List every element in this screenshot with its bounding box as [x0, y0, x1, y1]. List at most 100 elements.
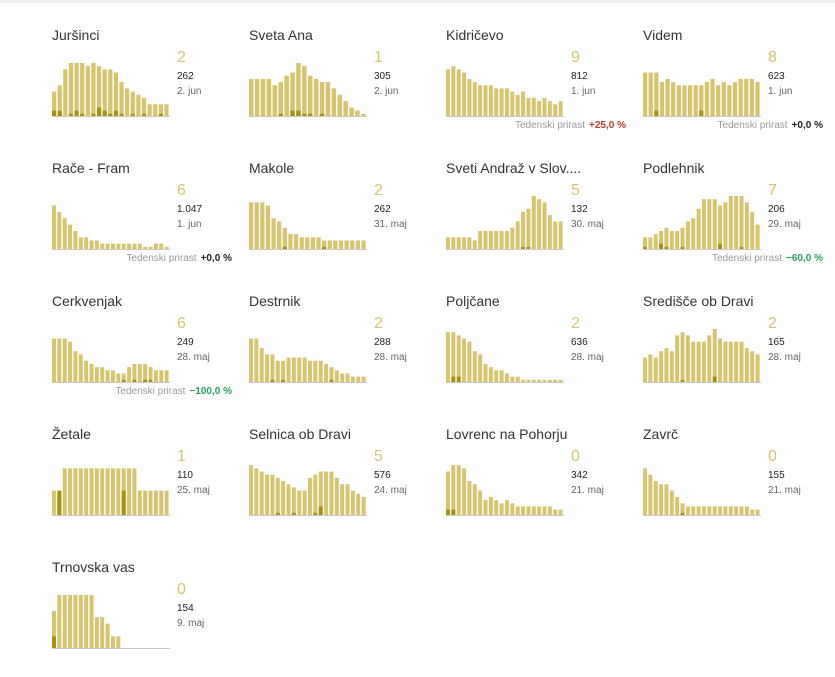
municipality-card-sveta-ana[interactable]: Sveta Ana 1 305 2. jun	[249, 20, 429, 145]
municipality-card-sredisce-ob-dravi[interactable]: Središče ob Dravi 2 165 28. maj	[643, 286, 823, 411]
bar	[159, 490, 164, 516]
bar	[648, 237, 653, 250]
municipality-card-poljcane[interactable]: Poljčane 2 636 28. maj	[446, 286, 626, 411]
municipality-name: Juršinci	[52, 27, 100, 43]
bar	[451, 465, 456, 516]
recent-cases: 9	[571, 49, 580, 66]
municipality-card-makole[interactable]: Makole 2 262 31. maj	[249, 153, 429, 278]
bar-highlight	[643, 246, 647, 250]
bar-highlight	[158, 113, 163, 117]
bar	[286, 484, 291, 516]
bar	[499, 88, 504, 117]
bar-highlight	[680, 379, 685, 383]
municipality-card-zavrc[interactable]: Zavrč 0 155 21. maj	[643, 419, 823, 544]
bar	[515, 506, 520, 516]
municipality-card-videm[interactable]: Videm 8 623 1. jun Tedenski prirast +0,0 %	[643, 20, 823, 145]
bar	[308, 75, 313, 117]
bar	[281, 481, 286, 516]
bar	[676, 85, 681, 117]
bar	[659, 82, 665, 117]
bar-highlight	[322, 246, 327, 250]
bar	[446, 69, 450, 117]
bar-chart	[52, 460, 172, 516]
bar-chart	[446, 327, 566, 383]
bar	[302, 66, 307, 117]
bar	[478, 230, 483, 250]
bar	[478, 490, 483, 516]
municipality-card-cerkvenjak[interactable]: Cerkvenjak 6 249 28. maj Tedenski prirast −10…	[52, 286, 232, 411]
bar	[505, 230, 509, 250]
bar	[707, 335, 712, 383]
municipality-card-zetale[interactable]: Žetale 1 110 25. maj	[52, 419, 232, 544]
bar-chart-svg	[52, 468, 170, 516]
bar	[542, 506, 547, 516]
bar	[313, 360, 318, 383]
bar	[483, 363, 488, 383]
recent-cases: 5	[374, 448, 383, 465]
bar-chart	[52, 61, 172, 117]
bar-highlight	[318, 506, 323, 516]
bar	[158, 104, 163, 117]
bar	[696, 208, 701, 250]
recent-cases: 0	[177, 581, 186, 598]
top-border	[0, 0, 835, 3]
weekly-growth-label: Tedenski prirast	[514, 120, 586, 131]
bar	[680, 503, 685, 516]
bar	[691, 506, 696, 516]
bar-highlight	[313, 512, 318, 516]
bar	[526, 506, 531, 516]
municipality-card-selnica-ob-dravi[interactable]: Selnica ob Dravi 5 576 24. maj	[249, 419, 429, 544]
bar-highlight	[699, 110, 704, 117]
municipality-card-kidricevo[interactable]: Kidričevo 9 812 1. jun Tedenski prirast +25,0…	[446, 20, 626, 145]
bar	[254, 338, 259, 383]
bar	[653, 357, 658, 383]
bar	[265, 354, 270, 383]
municipality-card-jursinci[interactable]: Juršinci 2 262 2. jun	[52, 20, 232, 145]
bar-highlight	[113, 110, 119, 117]
total-cases: 262	[177, 71, 194, 82]
bar-highlight	[664, 246, 669, 250]
bar	[451, 332, 456, 383]
bar	[665, 78, 670, 117]
bar	[345, 373, 350, 383]
bar-chart	[643, 460, 763, 516]
bar	[478, 85, 483, 117]
bar-highlight	[456, 376, 461, 383]
bar	[297, 490, 302, 516]
bar	[696, 506, 701, 516]
bar	[472, 82, 477, 117]
municipality-card-lovrenc-na-pohorju[interactable]: Lovrenc na Pohorju 0 342 21. maj	[446, 419, 626, 544]
bar	[755, 224, 760, 250]
bar	[739, 196, 744, 250]
bar-chart	[52, 327, 172, 383]
bar	[286, 357, 291, 383]
bar	[94, 617, 99, 649]
municipality-card-destrnik[interactable]: Destrnik 2 288 28. maj	[249, 286, 429, 411]
total-cases: 206	[768, 204, 785, 215]
bar	[462, 237, 467, 250]
bar-chart-svg	[249, 465, 367, 516]
bar-chart-svg	[446, 332, 564, 383]
bar	[296, 63, 301, 117]
bar	[467, 237, 472, 250]
weekly-growth-value: +0,0 %	[791, 120, 823, 131]
bar	[52, 610, 56, 649]
municipality-card-podlehnik[interactable]: Podlehnik 7 206 29. maj Tedenski prirast −60,…	[643, 153, 823, 278]
bar	[105, 623, 110, 649]
bar	[547, 506, 552, 516]
bar	[505, 88, 509, 117]
bar	[721, 82, 726, 117]
bar	[331, 88, 337, 117]
bar	[143, 363, 148, 383]
bar	[334, 477, 339, 516]
bar	[723, 202, 728, 250]
bar-chart	[643, 61, 763, 117]
municipality-card-trnovska-vas[interactable]: Trnovska vas 0 154 9. maj	[52, 552, 232, 677]
bar	[137, 490, 142, 516]
bar	[102, 69, 107, 117]
municipality-card-race-fram[interactable]: Rače - Fram 6 1.047 1. jun Tedenski prirast +…	[52, 153, 232, 278]
bar	[288, 234, 293, 250]
municipality-card-sveti-andraz-v-slov[interactable]: Sveti Andraž v Slov.... 5 132 30. maj	[446, 153, 626, 278]
bar	[643, 237, 647, 250]
bar-highlight	[680, 246, 685, 250]
